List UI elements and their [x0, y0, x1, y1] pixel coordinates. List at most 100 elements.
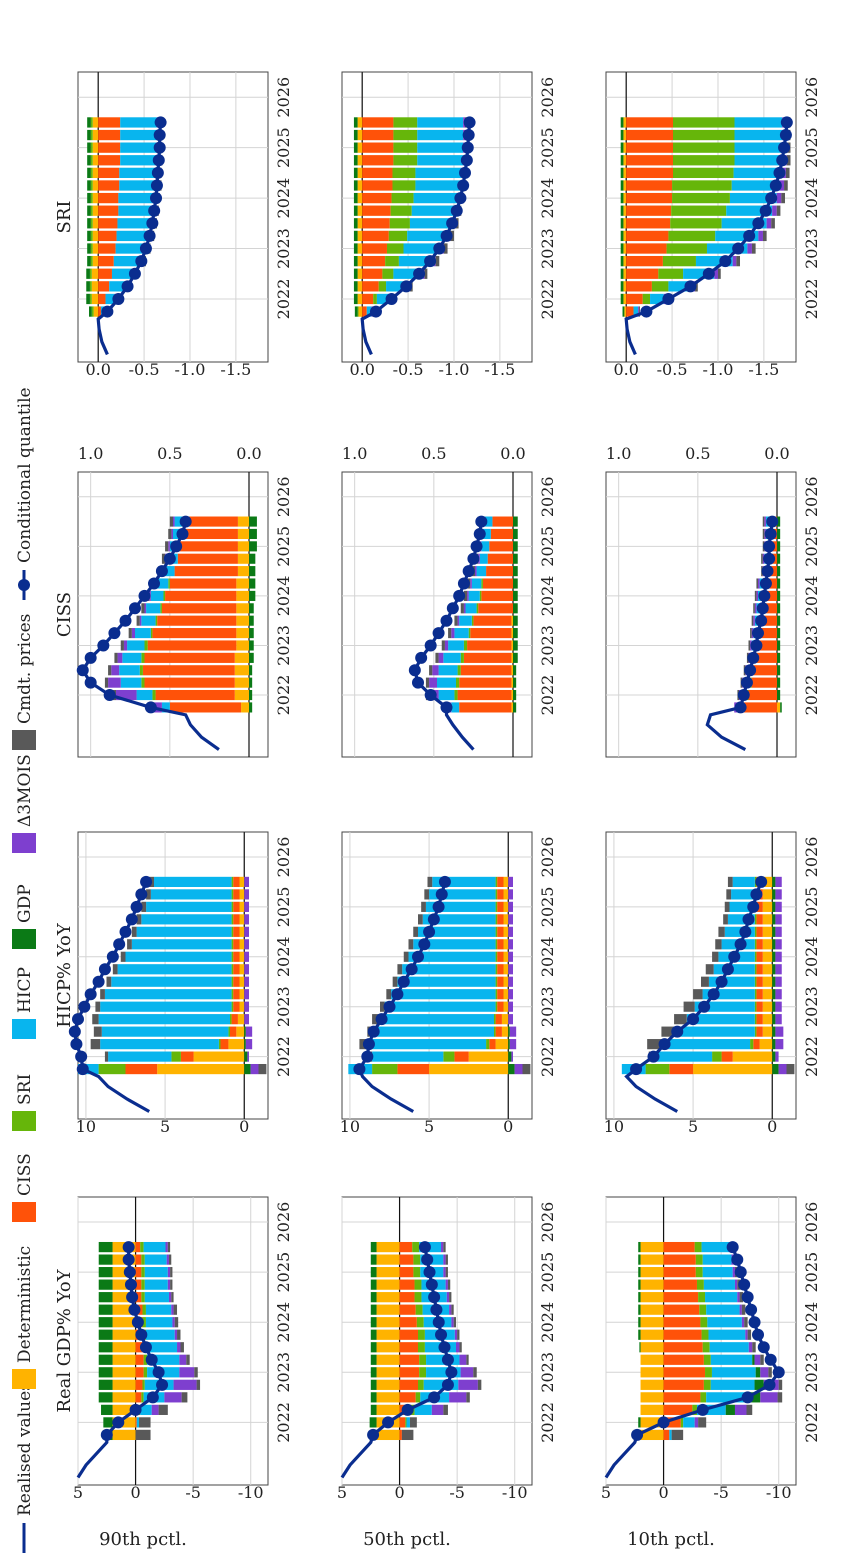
bar-segment-cmdt-prices [427, 876, 433, 888]
bar-segment-3mois [171, 1304, 174, 1315]
bar-segment-ciss [751, 677, 778, 688]
legend-item-ciss: CISS [12, 1153, 36, 1222]
bar-segment-gdp [244, 1026, 246, 1037]
bar-segment-ciss [362, 142, 394, 153]
bar-segment-3mois [775, 989, 782, 1000]
panel-title: HICP% YoY [54, 922, 75, 1028]
bar-segment-hicp [459, 615, 472, 626]
bar-segment-hicp [100, 1001, 232, 1012]
quantile-marker [765, 192, 778, 205]
bar-segment-3mois [168, 541, 170, 552]
bar-segment-3mois [244, 1014, 249, 1025]
bar-segment-ciss [497, 976, 504, 987]
y-tick-label: 0.5 [157, 444, 182, 463]
bar-segment-cmdt-prices [392, 976, 398, 987]
bar-segment-3mois [165, 1241, 168, 1253]
bar-segment-deterministic [376, 1404, 400, 1415]
bar-segment-ciss [98, 230, 117, 242]
quantile-marker [76, 1063, 89, 1076]
panel-title: CISS [54, 592, 75, 637]
bar-segment-deterministic [503, 951, 509, 962]
bar-segment-hicp [705, 1292, 738, 1303]
bar-segment-deterministic [376, 1379, 400, 1390]
bar-segment-ciss [135, 1241, 141, 1253]
bar-segment-cmdt-prices [753, 603, 755, 614]
bar-segment-cmdt-prices [741, 1304, 746, 1315]
bar-segment-gdp [620, 142, 624, 153]
bar-segment-ciss [663, 1254, 696, 1265]
quantile-marker [148, 204, 161, 217]
bar-segment-3mois [451, 628, 455, 639]
bar-segment-3mois [463, 603, 466, 614]
bar-segment-sri [90, 142, 93, 153]
bar-segment-ciss [482, 578, 513, 589]
quantile-marker [101, 305, 114, 318]
realised-line [150, 705, 220, 751]
quantile-marker [405, 963, 418, 976]
bar-segment-sri [90, 243, 93, 254]
bar-segment-sri [90, 192, 93, 204]
bar-segment-3mois [508, 939, 513, 950]
bar-segment-hicp [154, 876, 232, 888]
panel-90th-pctl-1: 2022 2023 2024 2025 2026 10 5 0 HICP% YoY [54, 831, 293, 1136]
bar-segment-sri [90, 255, 93, 267]
bar-segment-deterministic [511, 689, 513, 701]
bar-segment-hicp [136, 926, 232, 937]
bar-segment-3mois [443, 1267, 446, 1278]
axes-frame [341, 831, 533, 1120]
bar-segment-gdp [87, 155, 91, 166]
bar-segment-3mois [457, 615, 460, 626]
bar-segment-sri [673, 167, 734, 179]
quantile-marker [737, 689, 750, 702]
panel-50th-pctl-2: 2022 2023 2024 2025 2026 1.0 0.5 0.0 [341, 444, 557, 758]
bar-segment-ciss [362, 167, 393, 179]
x-tick-label: 2026 [802, 1202, 821, 1243]
y-tick-label: 0.0 [764, 444, 789, 463]
bar-segment-3mois [431, 1404, 444, 1415]
bar-segment-gdp [244, 1063, 251, 1075]
realised-line [624, 310, 647, 356]
bar-segment-ciss [231, 1014, 238, 1025]
bar-segment-cmdt-prices [380, 1001, 385, 1012]
bar-segment-sri [651, 281, 669, 292]
bar-segment-deterministic [236, 640, 249, 651]
bar-segment-hicp [146, 901, 232, 912]
bar-segment-deterministic [91, 281, 99, 292]
bar-segment-hicp [144, 1254, 167, 1265]
bar-segment-hicp [411, 205, 456, 216]
bar-segment-gdp [777, 590, 781, 601]
x-tick-label: 2025 [538, 887, 557, 928]
bar-segment-3mois [694, 1417, 699, 1428]
bar-segment-gdp [620, 218, 624, 229]
bar-segment-sri [668, 230, 716, 242]
bar-segment-deterministic [112, 1379, 136, 1390]
legend-item-3mois: Δ3MOIS [12, 754, 36, 853]
bar-segment-ciss [98, 218, 118, 229]
bar-segment-deterministic [91, 293, 99, 305]
bar-segment-3mois [508, 951, 513, 962]
x-tick-label: 2025 [802, 127, 821, 168]
bar-segment-ciss [399, 1267, 414, 1278]
bar-segment-3mois [179, 1354, 187, 1365]
bar-segment-gdp [249, 541, 257, 552]
quantile-marker [773, 166, 786, 179]
quantile-marker [98, 963, 111, 976]
bar-segment-deterministic [623, 117, 627, 128]
bar-segment-ciss [399, 1254, 414, 1265]
bar-segment-hicp [437, 677, 456, 688]
x-tick-label: 2022 [538, 279, 557, 320]
quantile-marker [143, 229, 156, 242]
quantile-line [358, 881, 447, 1070]
quantile-marker [148, 577, 160, 590]
quantile-marker [640, 305, 653, 318]
quantile-marker [721, 963, 734, 976]
quantile-marker [750, 888, 763, 901]
y-tick-label: 0.5 [421, 444, 446, 463]
quantile-marker [353, 1063, 366, 1076]
bar-segment-hicp [120, 142, 157, 153]
panel-title: SRI [54, 201, 75, 234]
y-tick-label: -10 [502, 1483, 528, 1502]
bar-segment-cmdt-prices [739, 1292, 744, 1303]
bar-segment-hicp [417, 117, 464, 128]
bar-segment-gdp [87, 205, 91, 216]
